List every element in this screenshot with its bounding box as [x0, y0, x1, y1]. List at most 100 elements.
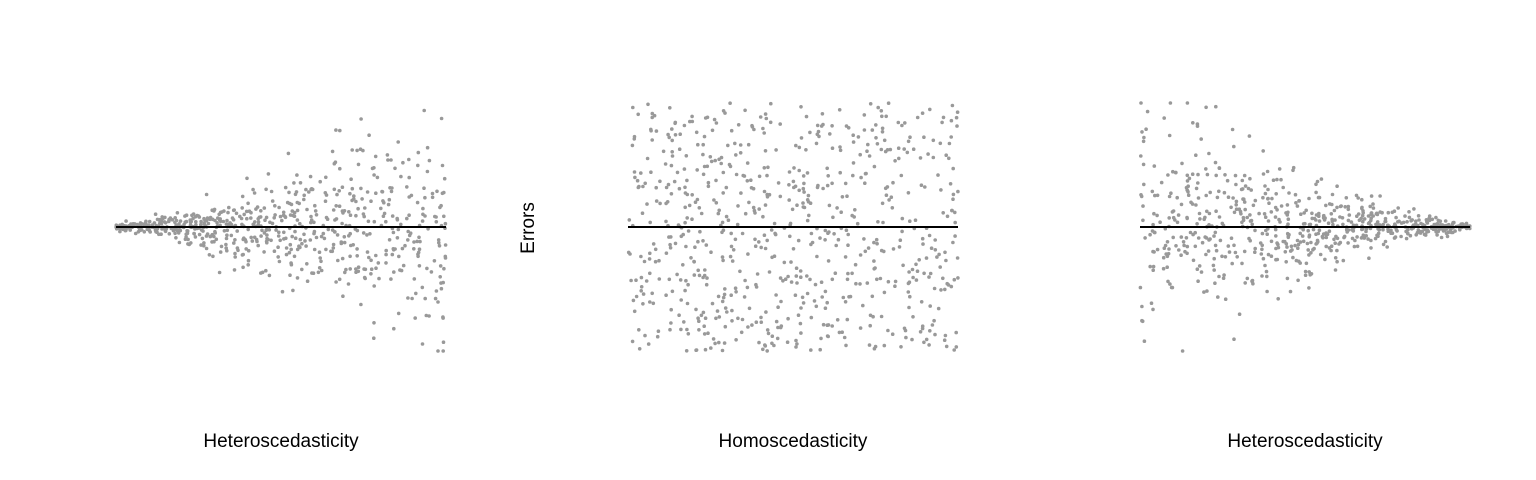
- scatter-point: [1152, 250, 1156, 254]
- scatter-point: [646, 102, 650, 107]
- scatter-point: [348, 267, 353, 271]
- scatter-point: [809, 315, 814, 320]
- scatter-point: [1200, 240, 1205, 245]
- scatter-point: [1361, 219, 1365, 224]
- scatter-point: [140, 222, 145, 226]
- scatter-point: [816, 129, 821, 134]
- scatter-point: [759, 245, 763, 250]
- scatter-point: [439, 281, 443, 285]
- scatter-point: [295, 208, 300, 213]
- scatter-point: [914, 278, 919, 282]
- scatter-point: [333, 230, 337, 234]
- scatter-point: [690, 193, 694, 197]
- scatter-point: [1167, 133, 1172, 138]
- scatter-point: [1371, 206, 1376, 210]
- scatter-point: [1409, 219, 1413, 223]
- scatter-point: [391, 230, 396, 235]
- scatter-point: [153, 212, 158, 216]
- scatter-point: [907, 270, 911, 274]
- scatter-point: [846, 271, 850, 276]
- scatter-point: [442, 214, 446, 219]
- scatter-point: [1243, 207, 1247, 212]
- x-axis-label: Heteroscedasticity: [203, 431, 359, 452]
- scatter-point: [1335, 259, 1339, 264]
- scatter-point: [1295, 204, 1300, 208]
- scatter-point: [1245, 215, 1249, 220]
- scatter-point: [952, 348, 956, 352]
- scatter-point: [1151, 268, 1155, 273]
- scatter-point: [910, 337, 914, 342]
- scatter-point: [717, 340, 721, 345]
- scatter-point: [1386, 227, 1390, 231]
- scatter-point: [729, 231, 733, 236]
- scatter-point: [441, 349, 446, 353]
- scatter-point: [805, 198, 810, 202]
- scatter-point: [774, 293, 778, 297]
- scatter-point: [1350, 236, 1355, 241]
- scatter-point: [922, 271, 926, 276]
- scatter-point: [1266, 187, 1270, 192]
- scatter-point: [893, 279, 898, 284]
- scatter-point: [941, 211, 945, 215]
- scatter-point: [757, 174, 762, 179]
- scatter-point: [673, 133, 678, 137]
- scatter-point: [1265, 274, 1269, 279]
- scatter-point: [267, 273, 272, 278]
- scatter-point: [668, 106, 672, 110]
- scatter-point: [761, 347, 765, 352]
- scatter-point: [1329, 244, 1334, 248]
- scatter-point: [1253, 198, 1258, 203]
- scatter-point: [439, 116, 444, 121]
- scatter-point: [880, 130, 885, 134]
- scatter-point: [1168, 101, 1173, 105]
- scatter-point: [800, 295, 805, 300]
- scatter-point: [284, 252, 289, 257]
- scatter-point: [1425, 220, 1429, 224]
- scatter-point: [332, 187, 337, 192]
- scatter-point: [1427, 214, 1432, 218]
- scatter-point: [701, 172, 706, 177]
- scatter-point: [173, 216, 177, 220]
- scatter-point: [716, 294, 721, 299]
- scatter-point: [360, 197, 364, 201]
- scatter-point: [776, 325, 780, 330]
- scatter-point: [1165, 265, 1169, 270]
- scatter-point: [736, 123, 741, 127]
- scatter-point: [340, 221, 344, 226]
- scatter-point: [648, 300, 652, 304]
- scatter-point: [723, 287, 727, 291]
- scatter-point: [703, 116, 708, 120]
- scatter-point: [795, 342, 799, 346]
- scatter-point: [1361, 211, 1365, 215]
- scatter-point: [333, 218, 337, 222]
- scatter-point: [1197, 264, 1202, 268]
- scatter-point: [410, 296, 414, 301]
- scatter-point: [764, 116, 769, 121]
- scatter-point: [1220, 254, 1224, 259]
- scatter-point: [1294, 201, 1298, 205]
- scatter-point: [1216, 295, 1220, 299]
- scatter-point: [954, 345, 959, 349]
- scatter-point: [412, 247, 416, 251]
- scatter-point: [417, 247, 422, 251]
- scatter-point: [1141, 139, 1146, 144]
- scatter-point: [1196, 279, 1200, 284]
- scatter-point: [1240, 261, 1244, 266]
- scatter-point: [844, 343, 848, 348]
- scatter-point: [832, 232, 836, 236]
- scatter-point: [182, 222, 186, 227]
- scatter-point: [1214, 104, 1218, 109]
- scatter-point: [148, 230, 152, 234]
- scatter-point: [891, 247, 896, 251]
- scatter-point: [395, 216, 400, 221]
- scatter-point: [1286, 222, 1290, 226]
- scatter-point: [765, 328, 770, 332]
- scatter-point: [401, 263, 406, 268]
- scatter-point: [943, 333, 948, 338]
- scatter-point: [932, 318, 936, 323]
- scatter-point: [1163, 243, 1168, 248]
- scatter-point: [739, 330, 744, 335]
- scatter-point: [809, 231, 814, 236]
- scatter-point: [1381, 242, 1386, 247]
- scatter-point: [1360, 213, 1365, 218]
